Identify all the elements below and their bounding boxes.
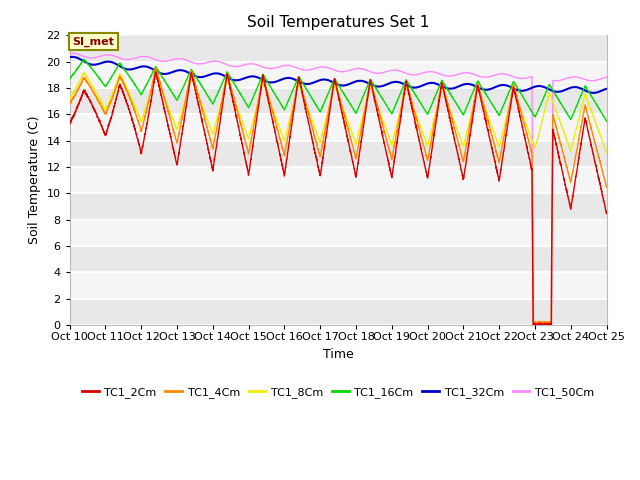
TC1_32Cm bbox=[181, 68, 189, 74]
Title: Soil Temperatures Set 1: Soil Temperatures Set 1 bbox=[247, 15, 429, 30]
TC1_8Cm bbox=[400, 94, 408, 99]
TC1_32Cm bbox=[216, 71, 223, 77]
Bar bbox=[70, 273, 607, 299]
TC1_16Cm bbox=[66, 76, 74, 82]
TC1_32Cm bbox=[603, 86, 611, 92]
TC1_8Cm bbox=[603, 150, 611, 156]
Bar bbox=[70, 299, 607, 325]
TC1_4Cm bbox=[390, 142, 398, 148]
Legend: TC1_2Cm, TC1_4Cm, TC1_8Cm, TC1_16Cm, TC1_32Cm, TC1_50Cm: TC1_2Cm, TC1_4Cm, TC1_8Cm, TC1_16Cm, TC1… bbox=[77, 383, 598, 403]
TC1_32Cm bbox=[603, 86, 611, 92]
TC1_32Cm bbox=[390, 79, 398, 85]
TC1_8Cm bbox=[66, 96, 74, 102]
TC1_16Cm bbox=[390, 105, 398, 110]
TC1_4Cm bbox=[552, 123, 559, 129]
TC1_16Cm bbox=[400, 82, 408, 88]
Y-axis label: Soil Temperature (C): Soil Temperature (C) bbox=[28, 116, 41, 244]
TC1_8Cm bbox=[80, 70, 88, 76]
Text: SI_met: SI_met bbox=[72, 36, 115, 47]
Line: TC1_32Cm: TC1_32Cm bbox=[70, 57, 607, 93]
TC1_2Cm bbox=[66, 121, 74, 127]
TC1_2Cm bbox=[603, 211, 611, 216]
TC1_50Cm bbox=[603, 74, 611, 80]
TC1_2Cm bbox=[216, 121, 223, 127]
TC1_2Cm bbox=[603, 209, 611, 215]
TC1_50Cm bbox=[530, 321, 538, 327]
Bar bbox=[70, 114, 607, 141]
Line: TC1_50Cm: TC1_50Cm bbox=[70, 53, 607, 324]
TC1_16Cm bbox=[602, 118, 610, 123]
TC1_32Cm bbox=[589, 90, 597, 96]
TC1_2Cm bbox=[152, 70, 160, 75]
TC1_4Cm bbox=[530, 351, 538, 357]
TC1_50Cm bbox=[216, 59, 223, 65]
X-axis label: Time: Time bbox=[323, 348, 353, 360]
Bar bbox=[70, 9, 607, 36]
TC1_4Cm bbox=[152, 65, 159, 71]
TC1_32Cm bbox=[552, 89, 559, 95]
TC1_32Cm bbox=[66, 54, 74, 60]
TC1_2Cm bbox=[181, 112, 189, 118]
TC1_4Cm bbox=[603, 183, 611, 189]
TC1_8Cm bbox=[552, 107, 559, 113]
TC1_16Cm bbox=[80, 57, 88, 62]
TC1_8Cm bbox=[216, 106, 223, 111]
TC1_8Cm bbox=[390, 132, 398, 137]
Bar bbox=[70, 141, 607, 167]
TC1_4Cm bbox=[603, 184, 611, 190]
Bar bbox=[70, 246, 607, 273]
Bar bbox=[70, 61, 607, 88]
TC1_16Cm bbox=[603, 118, 611, 124]
TC1_4Cm bbox=[66, 101, 74, 107]
Bar bbox=[70, 167, 607, 193]
Bar bbox=[70, 36, 607, 61]
TC1_50Cm bbox=[68, 50, 76, 56]
Bar bbox=[70, 193, 607, 220]
TC1_32Cm bbox=[400, 81, 408, 87]
TC1_4Cm bbox=[400, 90, 408, 96]
TC1_50Cm bbox=[66, 50, 74, 56]
Bar bbox=[70, 88, 607, 114]
TC1_2Cm bbox=[390, 157, 398, 163]
TC1_8Cm bbox=[602, 149, 610, 155]
TC1_16Cm bbox=[181, 81, 189, 86]
TC1_4Cm bbox=[181, 101, 189, 107]
TC1_50Cm bbox=[603, 74, 611, 80]
TC1_50Cm bbox=[400, 70, 408, 75]
Line: TC1_8Cm: TC1_8Cm bbox=[70, 73, 607, 153]
TC1_50Cm bbox=[390, 67, 398, 73]
Bar bbox=[70, 220, 607, 246]
TC1_16Cm bbox=[216, 86, 223, 92]
TC1_8Cm bbox=[181, 98, 189, 104]
TC1_16Cm bbox=[552, 92, 559, 98]
Line: TC1_4Cm: TC1_4Cm bbox=[70, 68, 607, 354]
Line: TC1_16Cm: TC1_16Cm bbox=[70, 60, 607, 121]
TC1_2Cm bbox=[530, 359, 538, 365]
TC1_2Cm bbox=[552, 140, 559, 145]
TC1_50Cm bbox=[181, 57, 189, 62]
Line: TC1_2Cm: TC1_2Cm bbox=[70, 72, 607, 362]
TC1_50Cm bbox=[552, 78, 559, 84]
TC1_2Cm bbox=[400, 93, 408, 99]
TC1_32Cm bbox=[68, 54, 76, 60]
TC1_4Cm bbox=[216, 109, 223, 115]
